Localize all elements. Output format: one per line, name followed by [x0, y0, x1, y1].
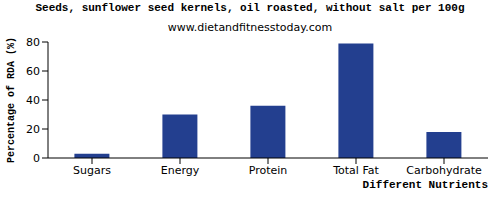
svg-text:0: 0	[33, 152, 40, 165]
html-text:Seeds, sunflower seed kernels,: Seeds, sunflower seed kernels, oil roast…	[35, 2, 465, 14]
svg-text:Percentage of RDA (%): Percentage of RDA (%)	[8, 37, 17, 163]
svg-text:Carbohydrate: Carbohydrate	[406, 164, 482, 177]
svg-text:Protein: Protein	[249, 164, 288, 177]
svg-text:Sugars: Sugars	[73, 164, 111, 177]
svg-text:60: 60	[26, 65, 40, 78]
svg-text:Different Nutrients: Different Nutrients	[363, 179, 488, 191]
svg-text:80: 80	[26, 36, 40, 49]
html-text:www.dietandfitnesstoday.com: www.dietandfitnesstoday.com	[167, 21, 333, 34]
svg-text:20: 20	[26, 123, 40, 136]
svg-text:Energy: Energy	[161, 164, 200, 177]
svg-text:Total Fat: Total Fat	[332, 164, 379, 177]
svg-text:40: 40	[26, 94, 40, 107]
